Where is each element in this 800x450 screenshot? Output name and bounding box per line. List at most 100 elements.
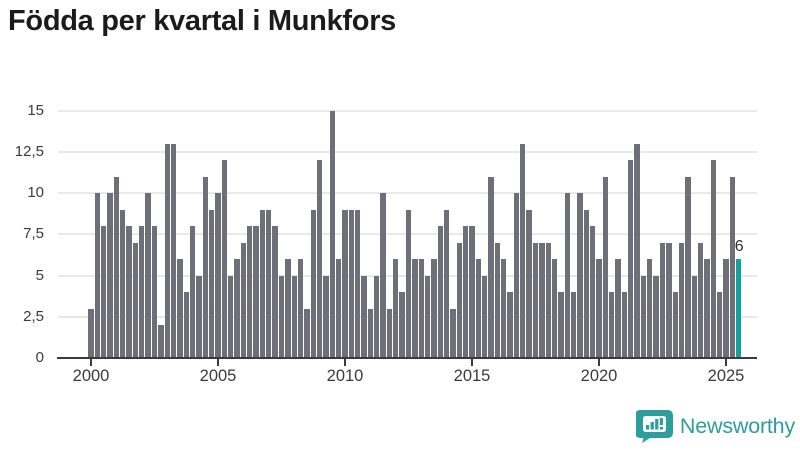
bar bbox=[697, 242, 704, 358]
bar bbox=[564, 193, 570, 358]
x-tick-mark bbox=[90, 359, 92, 366]
bar bbox=[94, 193, 101, 358]
bar bbox=[570, 292, 577, 358]
y-tick-label: 2,5 bbox=[23, 307, 44, 325]
bar bbox=[704, 259, 710, 358]
bar bbox=[628, 160, 634, 358]
bar bbox=[132, 242, 139, 358]
bar bbox=[488, 176, 494, 358]
bar bbox=[342, 209, 348, 358]
y-tick-label: 0 bbox=[35, 349, 44, 366]
bar bbox=[170, 143, 177, 358]
bar bbox=[659, 242, 666, 358]
x-tick-mark bbox=[471, 359, 473, 366]
bar bbox=[310, 209, 316, 358]
newsworthy-logo[interactable]: Newsworthy bbox=[635, 409, 795, 443]
bar bbox=[640, 275, 647, 358]
bar bbox=[234, 259, 240, 358]
bar bbox=[278, 275, 285, 358]
bar bbox=[158, 325, 164, 358]
x-tick-label: 2025 bbox=[707, 367, 745, 385]
bar bbox=[266, 209, 272, 358]
bar bbox=[716, 292, 723, 358]
bar bbox=[151, 226, 158, 358]
bar bbox=[272, 226, 278, 358]
bar bbox=[285, 259, 291, 358]
bar bbox=[469, 226, 475, 358]
x-tick-mark bbox=[217, 359, 219, 366]
bar bbox=[177, 259, 183, 358]
bar bbox=[405, 209, 412, 358]
bar bbox=[228, 275, 234, 358]
bar bbox=[297, 259, 304, 358]
x-tick-mark bbox=[344, 359, 346, 366]
bar bbox=[412, 259, 418, 358]
brand-name: Newsworthy bbox=[679, 413, 795, 438]
bar bbox=[355, 209, 361, 358]
bar bbox=[139, 226, 145, 358]
bar bbox=[609, 292, 615, 358]
bar bbox=[126, 226, 132, 358]
bar bbox=[653, 275, 659, 358]
y-tick-label: 15 bbox=[27, 101, 44, 119]
bar bbox=[183, 292, 189, 358]
bar bbox=[450, 308, 456, 358]
bar bbox=[208, 209, 215, 358]
bar bbox=[615, 259, 621, 358]
bar bbox=[107, 193, 113, 358]
bar bbox=[215, 193, 221, 358]
bar bbox=[678, 242, 685, 358]
bar bbox=[494, 242, 501, 358]
bar bbox=[304, 308, 310, 358]
gridline bbox=[58, 109, 757, 112]
bar bbox=[145, 193, 151, 358]
gridline bbox=[58, 151, 757, 153]
bar bbox=[240, 242, 247, 358]
bar bbox=[189, 226, 196, 358]
bar bbox=[399, 292, 405, 358]
bar bbox=[164, 143, 170, 358]
bar bbox=[221, 160, 228, 358]
bar bbox=[196, 275, 202, 358]
bar bbox=[323, 275, 329, 358]
bar bbox=[443, 209, 450, 358]
bar bbox=[501, 259, 507, 358]
bar bbox=[202, 176, 208, 358]
bar bbox=[729, 176, 736, 358]
bar bbox=[507, 292, 513, 358]
x-tick-label: 2000 bbox=[72, 367, 110, 385]
bar bbox=[361, 275, 367, 358]
bar bbox=[431, 259, 437, 358]
bar bbox=[589, 226, 596, 358]
bar bbox=[526, 209, 532, 358]
bar bbox=[545, 242, 551, 358]
bar bbox=[672, 292, 678, 358]
bar bbox=[101, 226, 107, 358]
bar bbox=[253, 226, 259, 358]
y-tick-label: 5 bbox=[35, 266, 44, 284]
y-tick-label: 10 bbox=[27, 184, 44, 202]
bar bbox=[666, 242, 672, 358]
bar bbox=[634, 143, 640, 358]
x-tick-mark bbox=[725, 359, 727, 366]
bar-highlight-latest bbox=[736, 259, 742, 358]
bar bbox=[316, 160, 323, 358]
x-axis-line bbox=[57, 357, 757, 359]
bar bbox=[539, 242, 545, 358]
bar bbox=[647, 259, 653, 358]
bar bbox=[335, 259, 342, 358]
bar bbox=[596, 259, 602, 358]
bar bbox=[462, 226, 469, 358]
bar bbox=[374, 275, 380, 358]
y-tick-label: 12,5 bbox=[14, 143, 44, 160]
last-value-label: 6 bbox=[734, 238, 744, 256]
bar bbox=[602, 176, 609, 358]
bar bbox=[437, 226, 443, 358]
bar bbox=[558, 292, 564, 358]
bar bbox=[120, 209, 126, 358]
bar bbox=[691, 275, 697, 358]
bar bbox=[88, 308, 94, 358]
bar bbox=[685, 176, 691, 358]
bar bbox=[456, 242, 462, 358]
bar bbox=[386, 308, 393, 358]
